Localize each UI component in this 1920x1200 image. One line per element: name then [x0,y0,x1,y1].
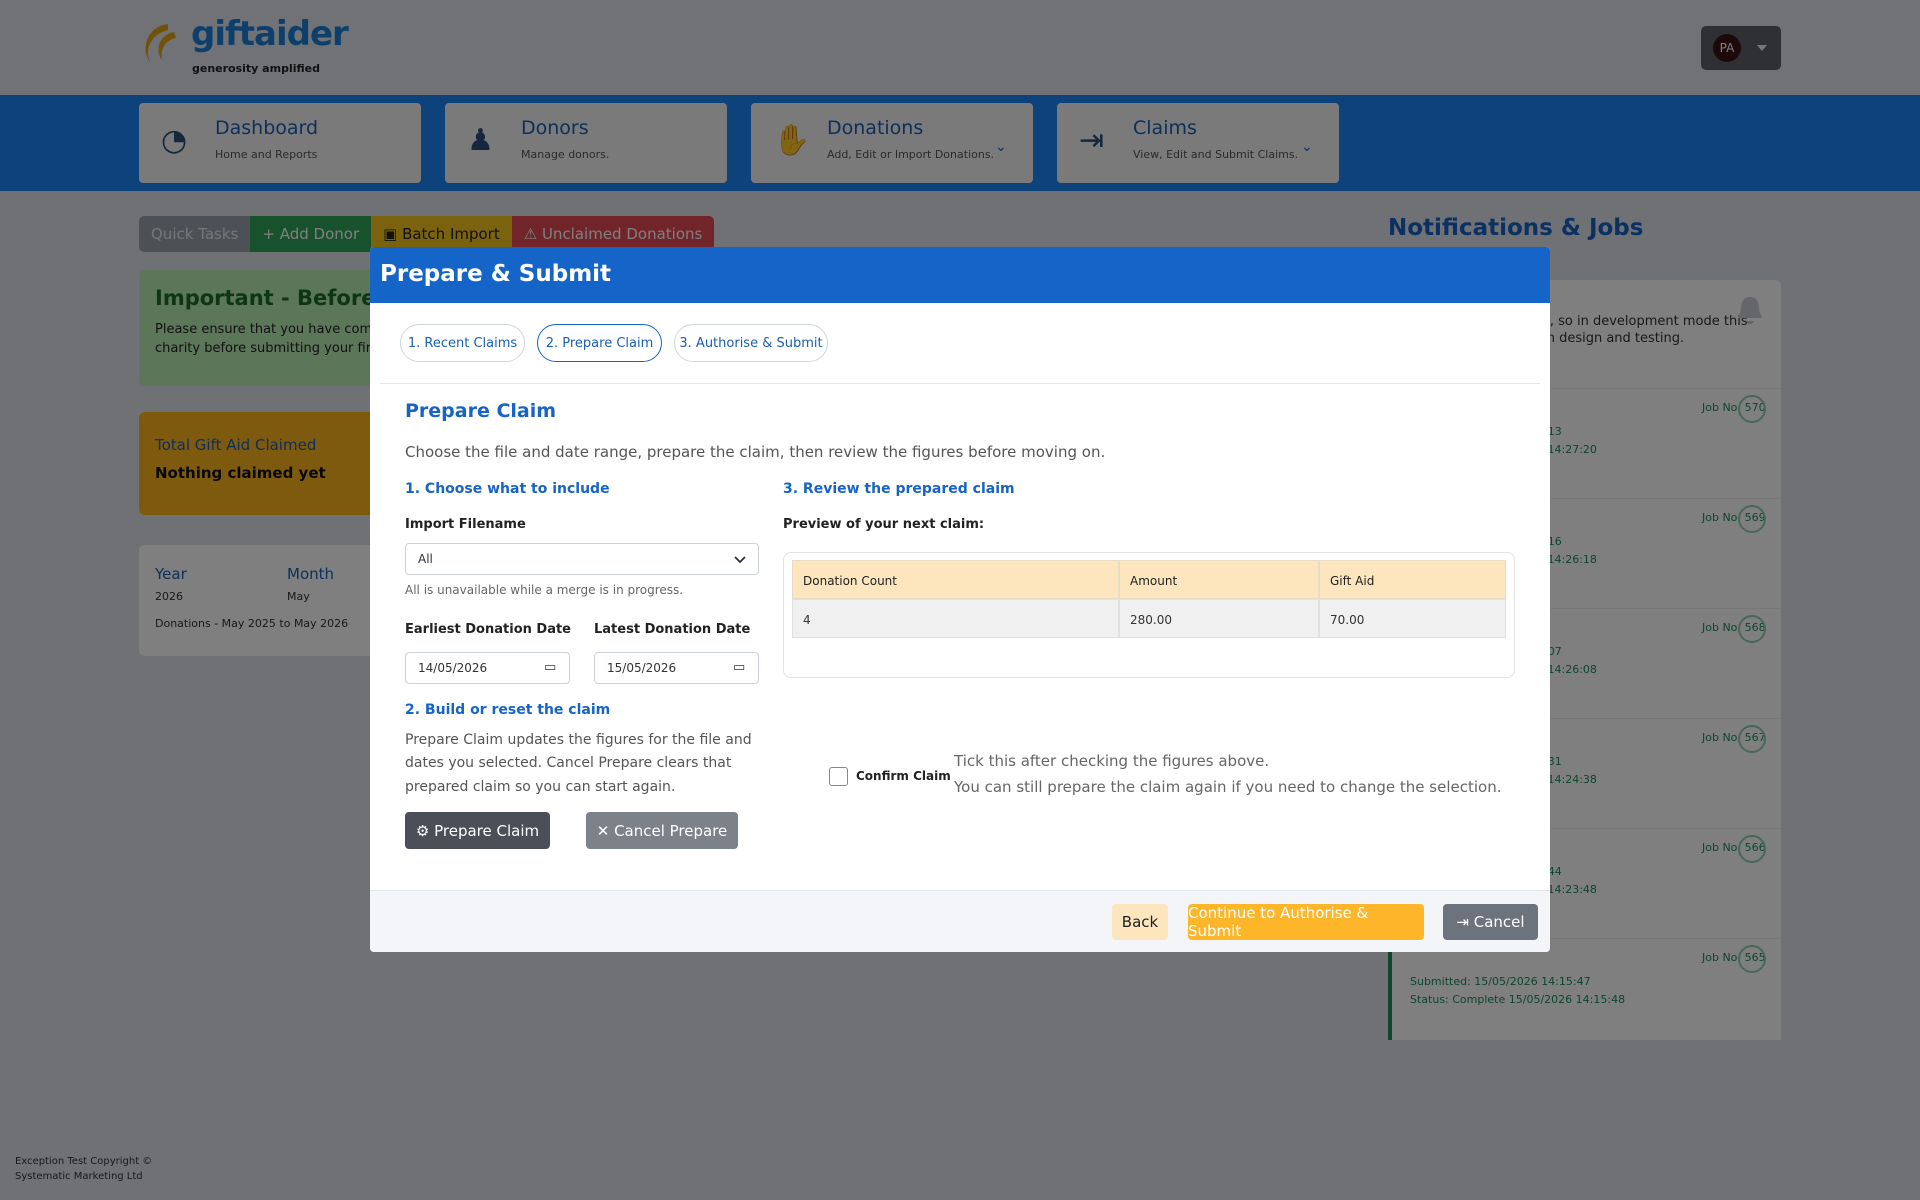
modal-header [370,247,1550,303]
divider [380,383,1540,384]
field-label: Import Filename [405,517,526,532]
chevron [734,556,746,564]
section-heading: Prepare Claim [405,400,557,422]
date-value: 15/05/2026 [607,661,677,675]
step-tab-active[interactable]: 2. Prepare Claim [537,324,662,362]
description: Choose the file and date range, prepare … [405,443,1106,461]
date-input[interactable]: 15/05/2026 ▭ [594,652,759,684]
continue-button[interactable]: Continue to Authorise & Submit [1188,904,1424,940]
field-label: Latest Donation Date [594,622,751,637]
calendar-icon: ▭ [733,660,746,675]
date-input[interactable]: 14/05/2026 ▭ [405,652,570,684]
build-text: prepared claim so you can start again. [405,779,676,795]
table-header: Amount [1119,560,1319,599]
step-tab[interactable]: 1. Recent Claims [400,324,525,362]
cancel-prepare-button[interactable]: ✕ Cancel Prepare [586,812,738,849]
modal-title: Prepare & Submit [380,261,612,287]
calendar-icon: ▭ [544,660,557,675]
button-text: Cancel [1473,913,1525,931]
date-value: 14/05/2026 [418,661,488,675]
confirm-help: Tick this after checking the figures abo… [954,752,1270,770]
table-cell: 4 [792,599,1119,638]
confirm-checkbox[interactable] [829,767,848,786]
confirm-label[interactable]: Confirm Claim [856,769,951,783]
table-header: Gift Aid [1319,560,1506,599]
import-select[interactable]: All [405,543,759,575]
table-header: Donation Count [792,560,1119,599]
confirm-help: You can still prepare the claim again if… [954,778,1502,796]
table-cell: 280.00 [1119,599,1319,638]
table-cell: 70.00 [1319,599,1506,638]
build-text: dates you selected. Cancel Prepare clear… [405,755,732,771]
field-label: Preview of your next claim: [783,517,985,532]
help-text: All is unavailable while a merge is in p… [405,583,684,597]
section-title: 1. Choose what to include [405,481,610,497]
preview-box [783,552,1515,678]
section-title: 3. Review the prepared claim [783,481,1015,497]
step-tab[interactable]: 3. Authorise & Submit [674,324,828,362]
field-label: Earliest Donation Date [405,622,571,637]
button-text: Prepare Claim [434,821,540,840]
select-value: All [418,552,433,566]
section-title: 2. Build or reset the claim [405,702,611,718]
button-text: Cancel Prepare [614,821,728,840]
build-text: Prepare Claim updates the figures for th… [405,732,752,748]
modal: Prepare & Submit 1. Recent Claims 2. Pre… [370,247,1550,952]
back-button[interactable]: Back [1112,904,1168,940]
prepare-button[interactable]: ⚙ Prepare Claim [405,812,550,849]
cancel-button[interactable]: ⇥ Cancel [1443,904,1538,940]
